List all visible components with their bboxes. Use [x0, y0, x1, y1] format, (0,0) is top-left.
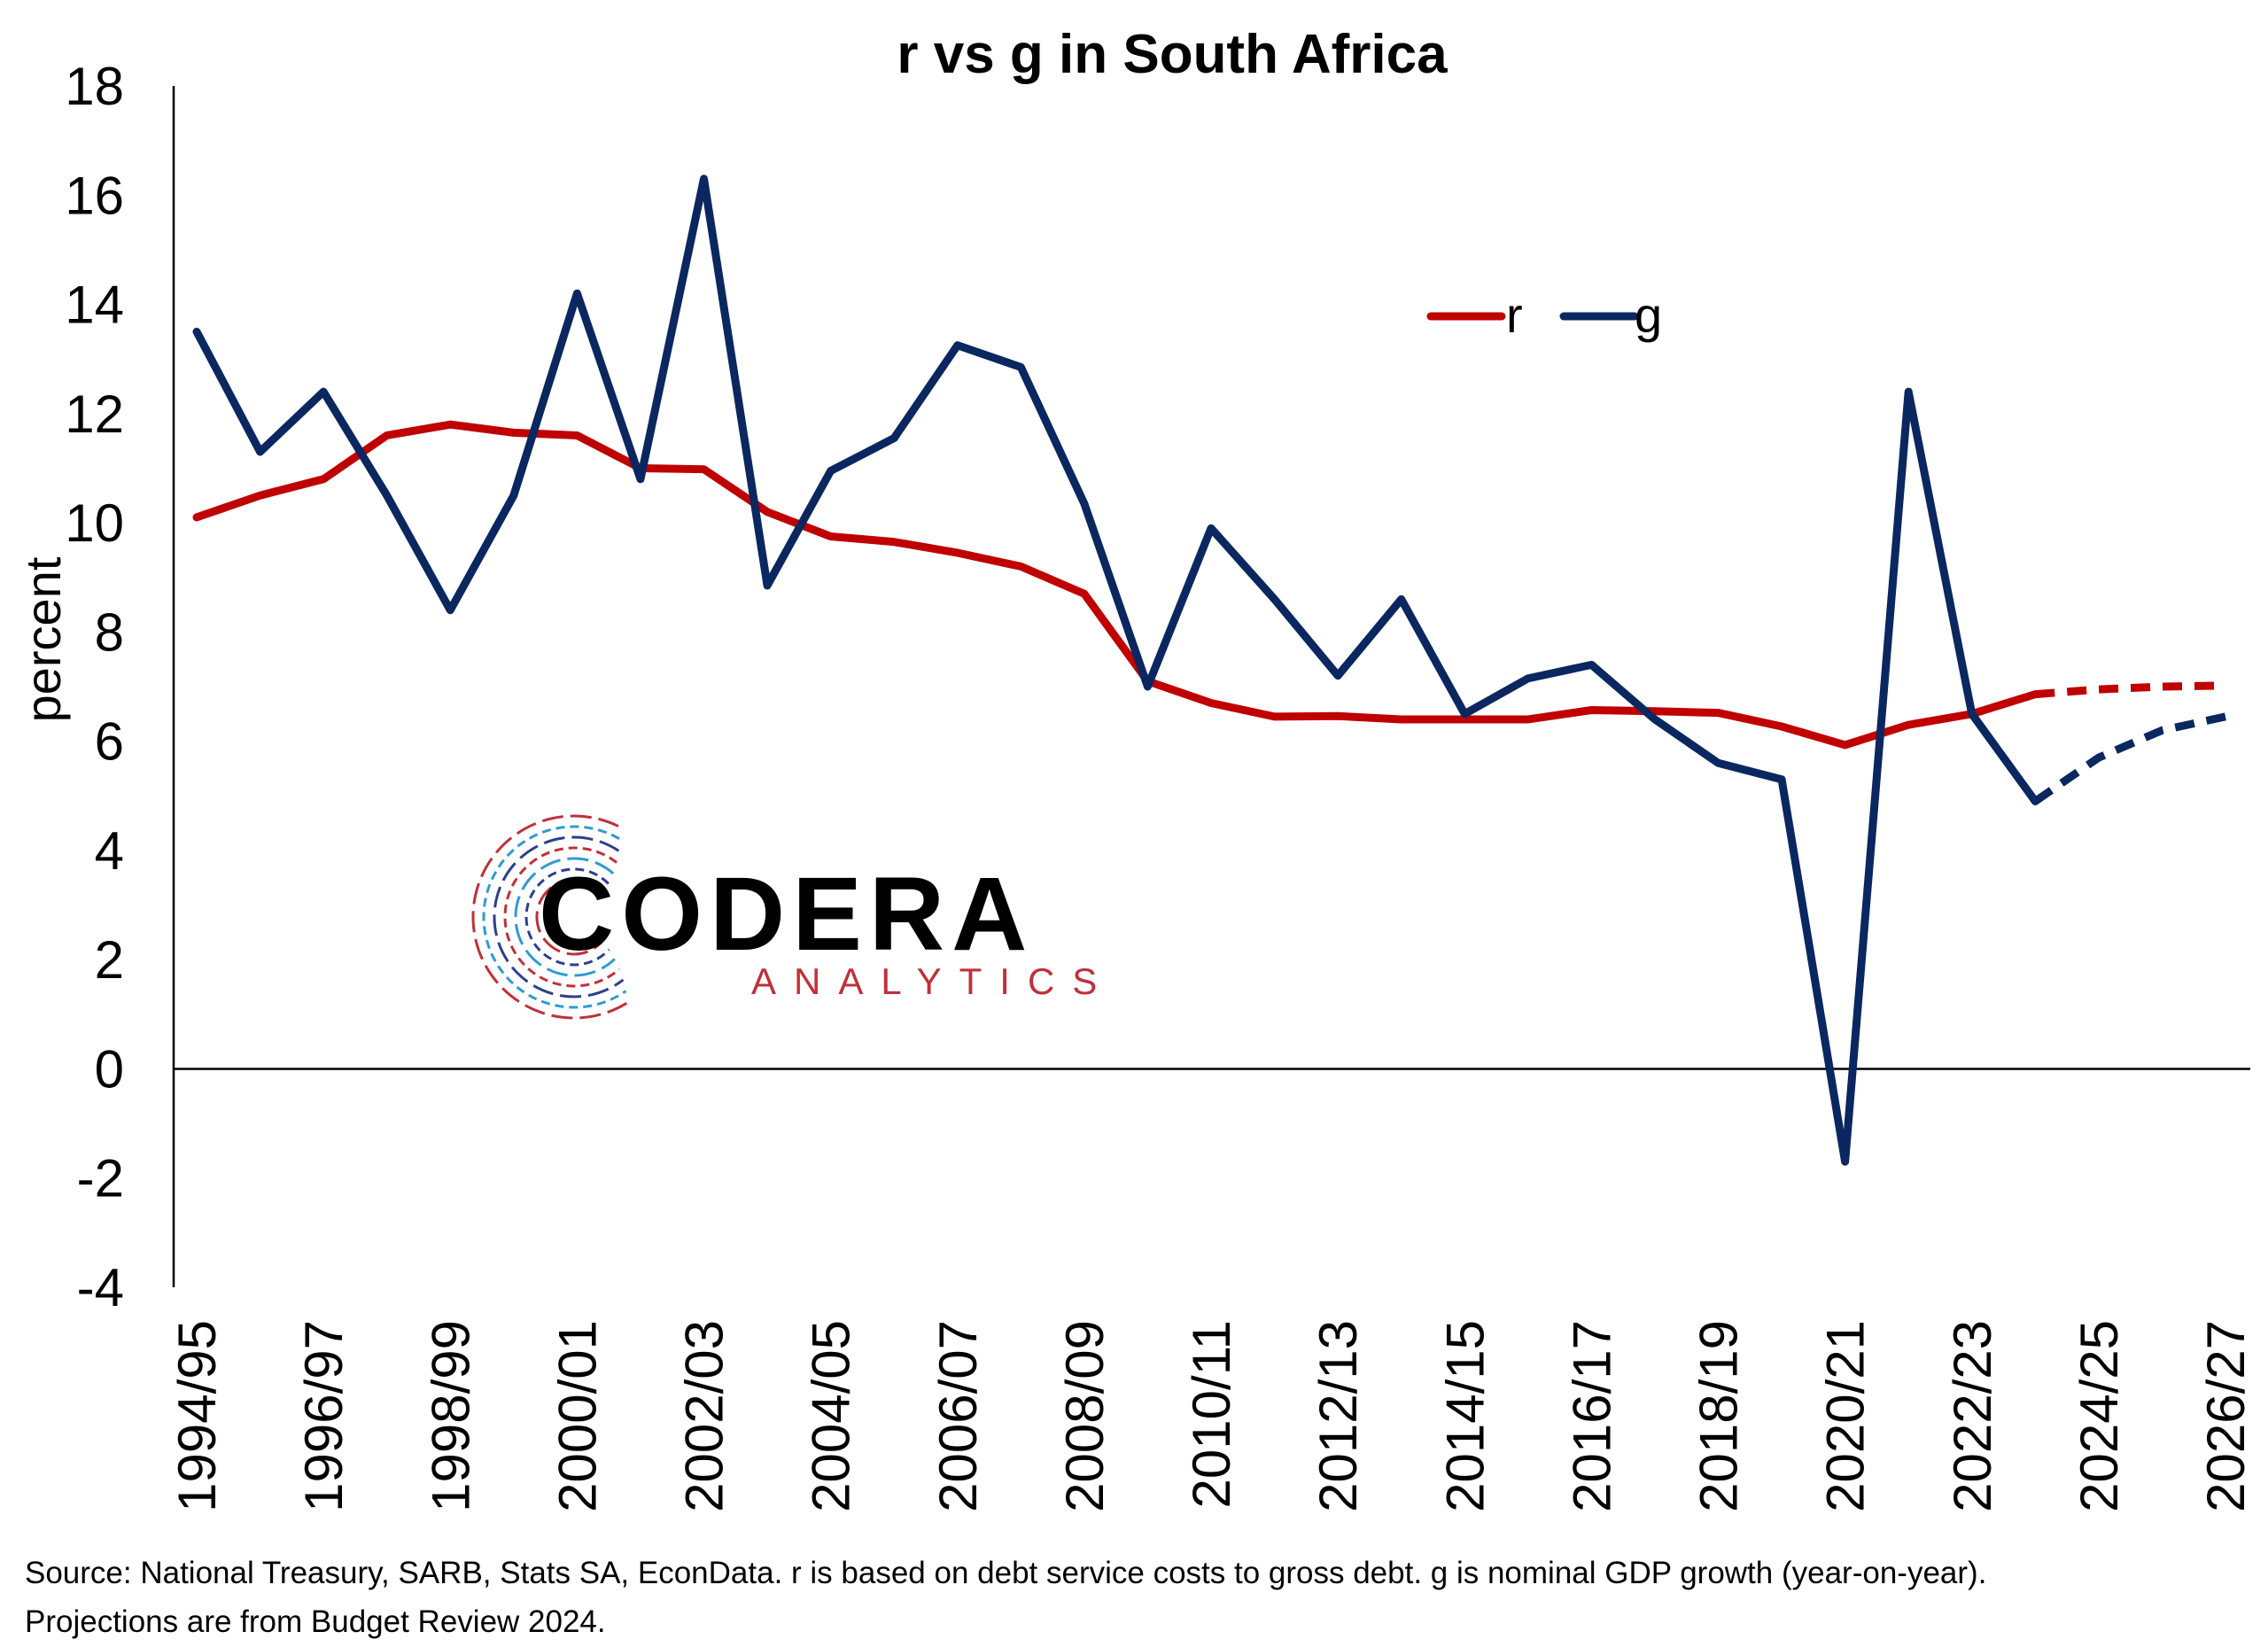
x-tick-label: 1994/95 [167, 1320, 227, 1512]
x-tick-label: 1998/99 [421, 1320, 480, 1512]
logo-subtitle: ANALYTICS [751, 960, 1115, 1002]
legend-label-g: g [1635, 287, 1662, 343]
x-tick-label: 2002/03 [675, 1320, 734, 1512]
logo-arc [471, 814, 629, 1020]
y-tick-label: 2 [95, 930, 124, 990]
x-tick-label: 2018/19 [1689, 1320, 1749, 1512]
logo-wordmark: CODERA [539, 856, 1034, 973]
series-projection-r [2034, 681, 2226, 699]
series-lines [192, 175, 2226, 1166]
logo-arc [535, 878, 604, 956]
logo-arc [493, 835, 625, 998]
x-tick-label: 2020/21 [1816, 1320, 1876, 1512]
x-tick-label: 2008/09 [1055, 1320, 1115, 1512]
y-tick-label: 12 [65, 385, 124, 444]
codera-logo: CODERA ANALYTICS [471, 814, 1115, 1020]
series-line-r [192, 420, 2039, 750]
logo-mark-icon [471, 814, 629, 1020]
y-tick-label: 14 [65, 276, 124, 335]
y-tick-label: 8 [95, 602, 124, 662]
logo-arc [482, 825, 627, 1009]
y-tick-label: 18 [65, 57, 124, 116]
y-tick-label: 4 [95, 821, 124, 881]
y-tick-label: 10 [65, 493, 124, 553]
chart-title: r vs g in South Africa [897, 24, 1448, 85]
series-projection-g [2032, 712, 2226, 805]
x-tick-label: 1996/97 [294, 1320, 353, 1512]
x-tick-label: 2022/23 [1943, 1320, 2002, 1512]
x-tick-label: 2000/01 [548, 1320, 607, 1512]
y-tick-labels: 18 16 14 12 10 8 6 4 2 0 -2 -4 [65, 57, 124, 1317]
x-tick-label: 2026/27 [2196, 1320, 2256, 1512]
logo-arc [524, 867, 610, 967]
y-axis-label: percent [15, 556, 71, 722]
x-tick-label: 2010/11 [1182, 1320, 1241, 1508]
x-tick-label: 2012/13 [1309, 1320, 1368, 1512]
x-tick-label: 2014/15 [1435, 1320, 1495, 1512]
y-tick-label: 0 [95, 1039, 124, 1099]
legend: r g [1426, 287, 1662, 343]
y-tick-label: -2 [77, 1149, 124, 1208]
series-line-g [192, 175, 2039, 1166]
logo-arc [514, 857, 616, 977]
y-tick-label: 16 [65, 166, 124, 225]
source-note: Source: National Treasury, SARB, Stats S… [25, 1549, 2240, 1646]
x-tick-label: 2024/25 [2070, 1320, 2129, 1512]
legend-label-r: r [1506, 287, 1523, 343]
x-tick-label: 2004/05 [802, 1320, 861, 1512]
source-line-2: Projections are from Budget Review 2024. [25, 1604, 606, 1639]
y-tick-label: -4 [77, 1258, 124, 1317]
y-tick-label: 6 [95, 712, 124, 772]
logo-arc [503, 846, 621, 988]
x-tick-labels: 1994/95 1996/97 1998/99 2000/01 2002/03 2004/… [167, 1320, 2256, 1512]
source-line-1: Source: National Treasury, SARB, Stats S… [25, 1556, 1987, 1590]
x-tick-label: 2016/17 [1562, 1320, 1621, 1512]
x-tick-label: 2006/07 [928, 1320, 988, 1512]
